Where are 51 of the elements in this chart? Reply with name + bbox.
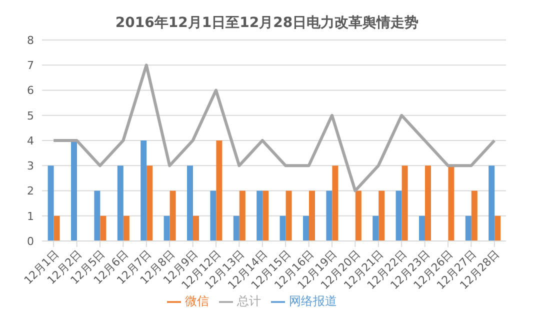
y-tick-label: 0	[27, 234, 34, 248]
legend-label: 微信	[185, 294, 209, 308]
bar	[419, 216, 425, 241]
legend-label: 网络报道	[289, 294, 337, 308]
bar	[71, 140, 77, 241]
legend-label: 总计	[237, 294, 261, 308]
bar	[425, 166, 431, 241]
chart-title: 2016年12月1日至12月28日电力改革舆情走势	[114, 14, 420, 32]
y-tick-label: 1	[27, 210, 34, 223]
bar	[100, 216, 106, 241]
bar	[193, 216, 199, 241]
bar	[332, 166, 338, 241]
bar	[396, 190, 402, 241]
bar	[465, 216, 472, 241]
bar	[280, 216, 286, 241]
y-tick-label: 4	[27, 134, 34, 148]
bar	[233, 216, 240, 241]
bar	[170, 190, 176, 241]
bar	[239, 190, 246, 241]
bar	[372, 216, 379, 241]
bar	[216, 140, 222, 241]
y-tick-label: 8	[27, 34, 34, 47]
line-series	[52, 64, 496, 192]
bar	[402, 166, 408, 241]
bar	[256, 190, 263, 241]
bar	[494, 216, 501, 241]
bar	[210, 190, 216, 241]
bar	[262, 190, 269, 241]
bar	[123, 216, 130, 241]
y-tick-label: 6	[27, 84, 34, 98]
bar	[140, 140, 147, 241]
bar	[448, 166, 454, 241]
bar	[54, 216, 60, 241]
bar	[378, 190, 385, 241]
y-tick-label: 2	[27, 184, 34, 198]
y-tick-label: 5	[27, 109, 34, 122]
bar	[94, 190, 100, 241]
bar	[303, 216, 309, 241]
bar	[326, 190, 332, 241]
bar	[355, 190, 362, 241]
bar	[146, 166, 153, 241]
bar	[488, 166, 495, 241]
bar	[48, 166, 54, 241]
bar	[286, 190, 292, 241]
bar	[187, 166, 193, 241]
bar	[309, 190, 315, 241]
bar	[471, 190, 478, 241]
y-tick-label: 3	[27, 160, 34, 173]
bar	[164, 216, 170, 241]
y-tick-label: 7	[27, 59, 34, 72]
bar	[117, 166, 124, 241]
